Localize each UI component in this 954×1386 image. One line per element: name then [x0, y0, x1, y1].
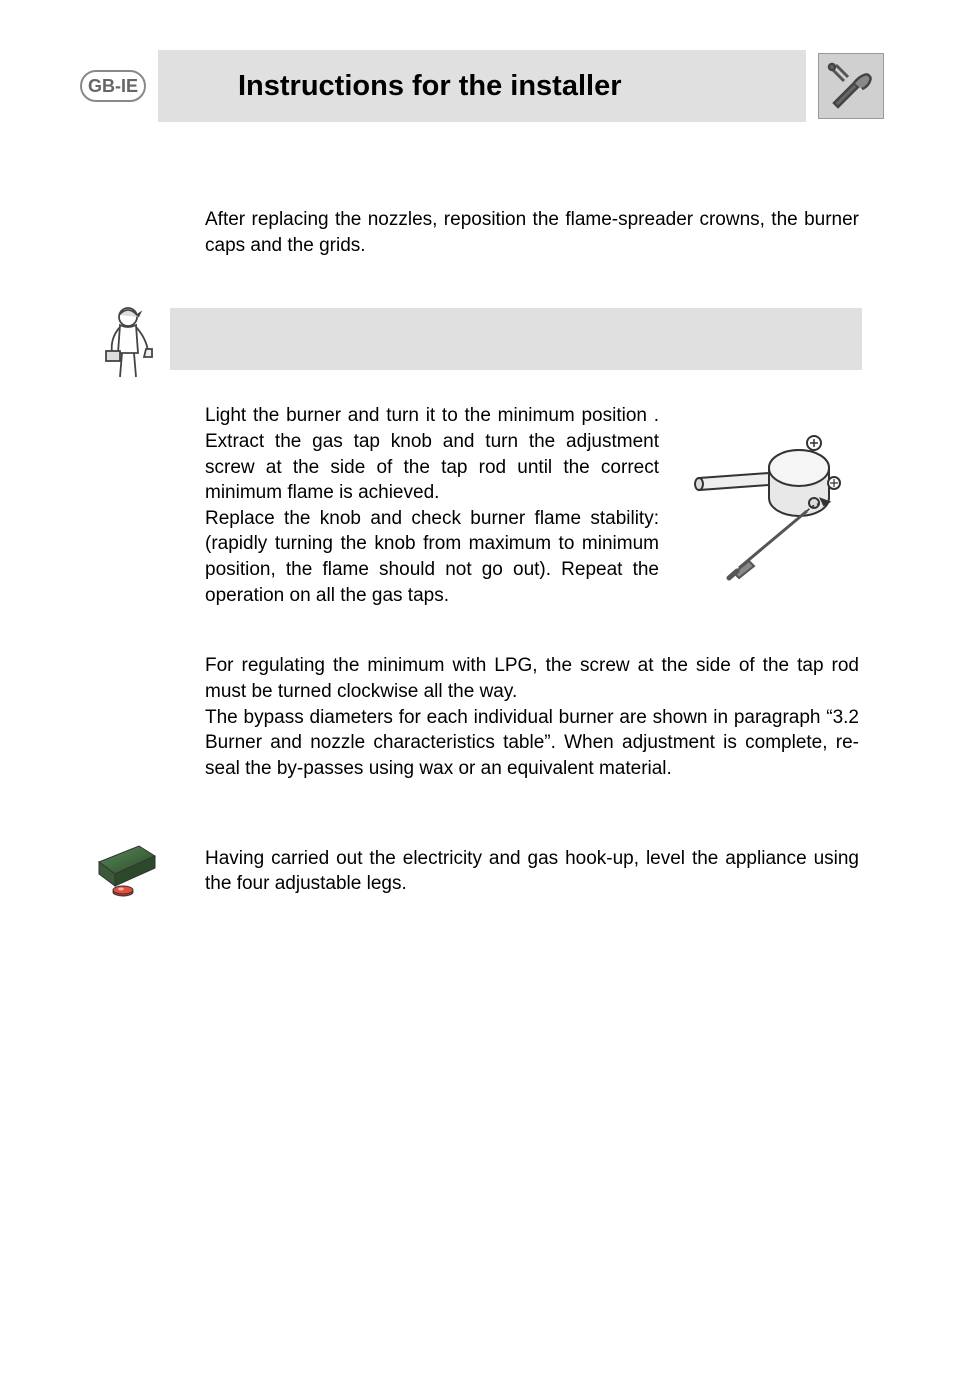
- gray-highlight-strip: [170, 308, 862, 370]
- level-tool-icon: [95, 842, 159, 906]
- tap-diagram-icon: [679, 403, 859, 583]
- installer-person-icon: [98, 303, 162, 381]
- language-badge: GB-IE: [80, 70, 146, 102]
- page-title: Instructions for the installer: [238, 70, 622, 103]
- header-row: GB-IE Instructions for the installer: [0, 50, 954, 122]
- paragraph-light-burner: Light the burner and turn it to the mini…: [205, 403, 659, 506]
- title-bar: Instructions for the installer: [158, 50, 806, 122]
- paragraph-replace-knob: Replace the knob and check burner flame …: [205, 506, 659, 609]
- paragraph-lpg-regulate: For regulating the minimum with LPG, the…: [205, 653, 859, 704]
- tools-icon: [818, 53, 884, 119]
- paragraph-level: Having carried out the electricity and g…: [205, 846, 859, 897]
- paragraph-after-replacing: After replacing the nozzles, reposition …: [205, 207, 859, 258]
- burner-adjustment-section: Light the burner and turn it to the mini…: [205, 403, 859, 608]
- paragraph-bypass: The bypass diameters for each individual…: [205, 705, 859, 782]
